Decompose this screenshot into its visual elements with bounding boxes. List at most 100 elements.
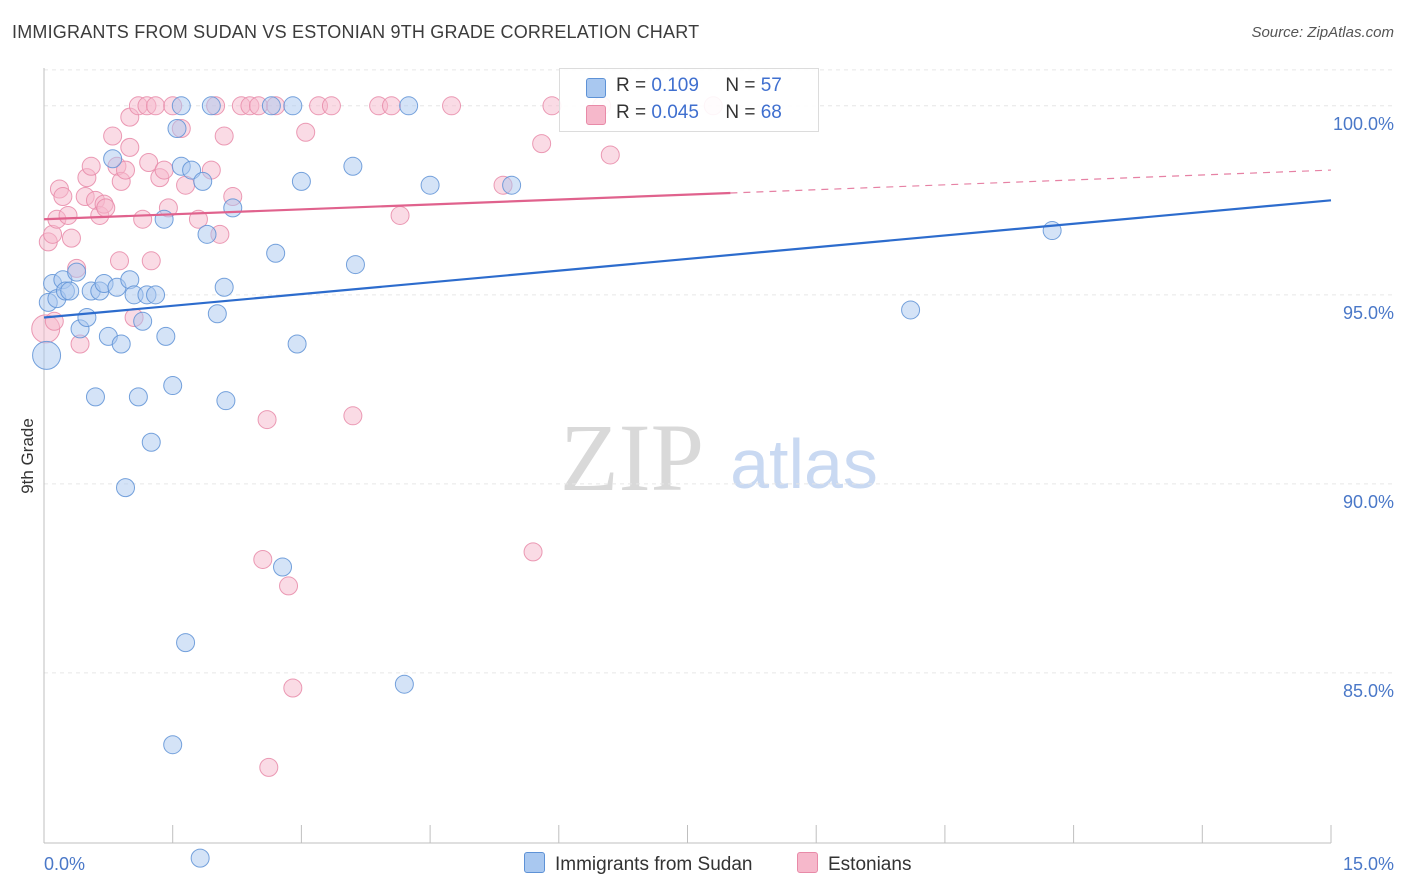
point-sudan [190, 848, 210, 868]
point-sudan [67, 262, 87, 282]
y-tick-label: 85.0% [1343, 681, 1394, 701]
legend-n-label: N = [725, 75, 761, 96]
point-sudan [133, 311, 153, 331]
point-estonians [120, 137, 140, 157]
point-estonians [188, 209, 208, 229]
point-sudan [283, 96, 303, 116]
x-tick-label-max: 15.0% [1343, 854, 1394, 874]
point-sudan [291, 171, 311, 191]
point-sudan [141, 432, 161, 452]
point-estonians [283, 678, 303, 698]
grid [44, 69, 1393, 674]
point-sudan [156, 326, 176, 346]
point-estonians [110, 251, 130, 271]
watermark-zip: ZIP [560, 404, 704, 511]
point-sudan [167, 118, 187, 138]
point-sudan [394, 674, 414, 694]
x-tick-label-min: 0.0% [44, 854, 85, 874]
point-sudan [146, 285, 166, 305]
point-estonians [81, 156, 101, 176]
legend-n-value: 68 [760, 102, 782, 123]
point-sudan [207, 304, 227, 324]
point-estonians [532, 134, 552, 154]
trend-line-sudan [43, 199, 1332, 319]
point-sudan [214, 277, 234, 297]
y-tick-label: 95.0% [1343, 303, 1394, 323]
watermark-atlas: atlas [730, 425, 878, 503]
data-points [31, 96, 1062, 868]
legend-n-value: 57 [760, 75, 782, 96]
point-sudan [223, 198, 243, 218]
point-estonians [103, 126, 123, 146]
legend-r-label: R = [616, 102, 652, 123]
point-estonians [259, 757, 279, 777]
legend-swatch-sudan [586, 78, 606, 98]
point-estonians [390, 205, 410, 225]
trend-line-estonians [43, 191, 731, 221]
point-sudan [128, 387, 148, 407]
point-estonians [257, 410, 277, 430]
point-estonians [139, 153, 159, 173]
source-credit: Source: ZipAtlas.com [1251, 24, 1394, 41]
point-estonians [279, 576, 299, 596]
point-sudan [116, 478, 136, 498]
point-sudan [163, 376, 183, 396]
bottom-legend-swatch-sudan [524, 852, 545, 873]
point-sudan [216, 391, 236, 411]
bottom-legend-swatch-estonians [797, 852, 818, 873]
legend-r-value: 0.045 [651, 102, 699, 123]
point-estonians [61, 228, 81, 248]
point-sudan [502, 175, 522, 195]
y-tick-label: 100.0% [1333, 114, 1394, 134]
point-sudan [193, 171, 213, 191]
point-sudan [103, 149, 123, 169]
point-sudan [201, 96, 221, 116]
point-sudan [171, 96, 191, 116]
point-estonians [381, 96, 401, 116]
point-sudan [343, 156, 363, 176]
point-sudan [273, 557, 293, 577]
point-estonians [442, 96, 462, 116]
legend-n-label: N = [725, 102, 761, 123]
bottom-legend-estonians: Estonians [797, 852, 911, 876]
point-estonians [600, 145, 620, 165]
point-sudan [420, 175, 440, 195]
y-tick-label: 90.0% [1343, 492, 1394, 512]
point-estonians [321, 96, 341, 116]
point-sudan [176, 633, 196, 653]
bottom-legend-label-sudan: Immigrants from Sudan [555, 854, 753, 875]
point-estonians [214, 126, 234, 146]
point-estonians [96, 198, 116, 218]
bottom-legend-sudan: Immigrants from Sudan [524, 852, 752, 876]
point-sudan [85, 387, 105, 407]
point-estonians [146, 96, 166, 116]
correlation-legend: R = 0.109 N = 57 R = 0.045 N = 68 [559, 68, 819, 132]
point-estonians [53, 187, 73, 207]
trend-line-estonians-extrapolated [730, 169, 1332, 194]
point-sudan [345, 255, 365, 275]
point-sudan [399, 96, 419, 116]
y-axis-label: 9th Grade [18, 418, 37, 494]
point-estonians [253, 549, 273, 569]
point-sudan [154, 209, 174, 229]
x-ticks [43, 825, 1332, 843]
point-sudan [261, 96, 281, 116]
point-sudan [197, 224, 217, 244]
point-sudan [182, 160, 202, 180]
point-sudan [60, 281, 80, 301]
point-estonians [523, 542, 543, 562]
point-sudan [111, 334, 131, 354]
point-sudan [163, 735, 183, 755]
trend-lines [43, 169, 1332, 319]
chart-title: IMMIGRANTS FROM SUDAN VS ESTONIAN 9TH GR… [12, 22, 700, 42]
watermark: ZIP atlas [560, 404, 878, 511]
legend-swatch-estonians [586, 105, 606, 125]
point-estonians [116, 160, 136, 180]
point-sudan [287, 334, 307, 354]
point-sudan [32, 340, 62, 370]
point-estonians [58, 205, 78, 225]
legend-r-value: 0.109 [651, 75, 699, 96]
point-estonians [133, 209, 153, 229]
point-sudan [901, 300, 921, 320]
